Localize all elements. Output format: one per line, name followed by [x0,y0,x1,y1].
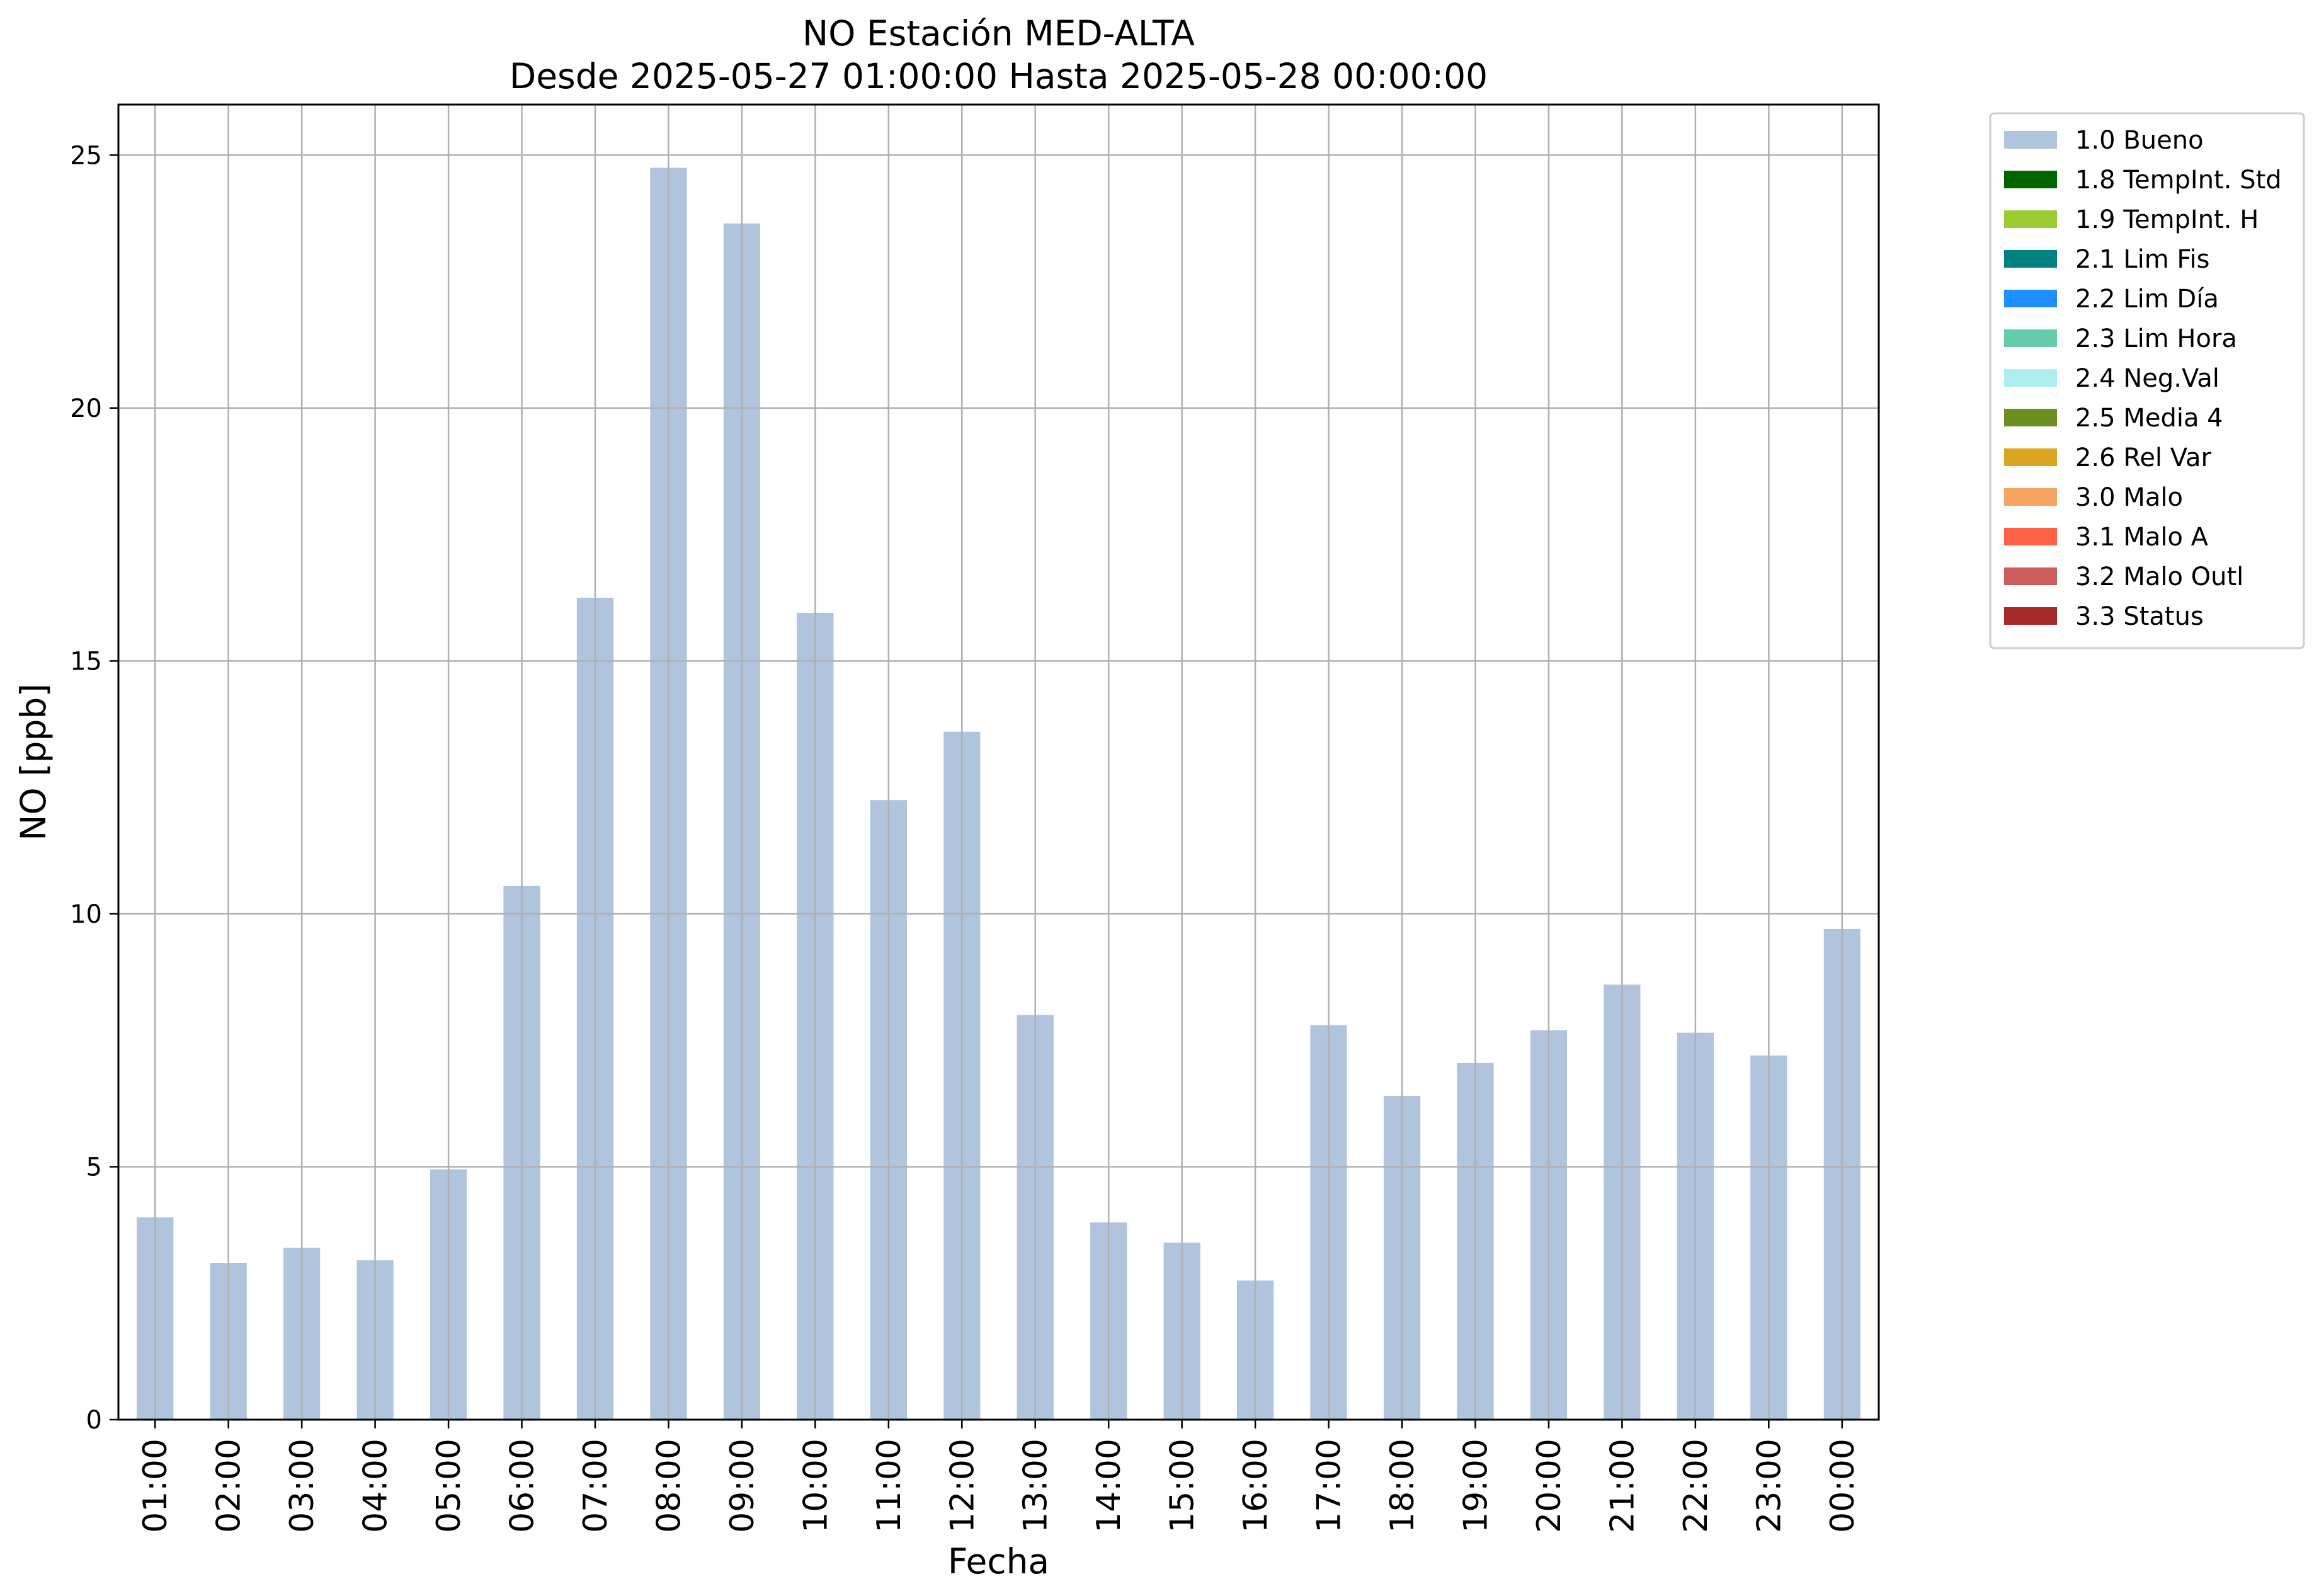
legend-swatch [2004,250,2057,268]
y-tick-label: 20 [70,394,102,423]
legend-swatch [2004,567,2057,585]
legend-label: 2.3 Lim Hora [2075,324,2237,353]
legend-label: 2.1 Lim Fis [2075,245,2209,274]
x-tick-label: 07:00 [577,1439,615,1533]
chart-subtitle: Desde 2025-05-27 01:00:00 Hasta 2025-05-… [510,56,1488,96]
x-tick-label: 05:00 [430,1439,468,1533]
bars [137,168,1860,1420]
legend-swatch [2004,409,2057,426]
y-tick-label: 5 [86,1153,102,1182]
x-tick-label: 10:00 [797,1439,835,1533]
legend-label: 2.5 Media 4 [2075,404,2223,433]
x-tick-label: 13:00 [1017,1439,1055,1533]
x-tick-label: 19:00 [1457,1439,1495,1533]
x-tick-label: 00:00 [1824,1439,1862,1533]
x-tick-label: 03:00 [283,1439,321,1533]
y-tick-label: 25 [70,141,102,170]
x-tick-label: 12:00 [943,1439,981,1533]
x-tick-label: 02:00 [210,1439,248,1533]
legend-swatch [2004,369,2057,387]
x-tick-label: 01:00 [137,1439,174,1533]
x-tick-label: 11:00 [870,1439,908,1533]
legend-label: 1.9 TempInt. H [2075,205,2259,234]
x-tick-label: 16:00 [1237,1439,1275,1533]
legend-label: 3.1 Malo A [2075,523,2209,552]
legend-swatch [2004,488,2057,506]
y-tick-label: 10 [70,900,102,929]
legend: 1.0 Bueno 1.8 TempInt. Std 1.9 TempInt. H 2… [1989,112,2305,649]
plot-frame [117,103,1880,1421]
axis-ticks: 0 5 10 15 20 25 01:00 02:00 03:00 04:00 05:00 06:00… [70,141,1862,1533]
legend-label: 3.2 Malo Outl [2075,562,2243,591]
legend-label: 1.0 Bueno [2075,126,2204,155]
legend-swatch [2004,448,2057,466]
x-tick-label: 20:00 [1530,1439,1568,1533]
x-tick-label: 04:00 [357,1439,395,1533]
x-tick-label: 17:00 [1311,1439,1348,1533]
x-tick-label: 08:00 [650,1439,688,1533]
chart-title: NO Estación MED-ALTA [802,13,1195,54]
x-tick-label: 09:00 [724,1439,761,1533]
legend-label: 2.4 Neg.Val [2075,364,2219,393]
x-tick-label: 22:00 [1677,1439,1715,1533]
legend-label: 1.8 TempInt. Std [2075,166,2282,195]
legend-swatch [2004,329,2057,347]
legend-swatch [2004,210,2057,228]
x-tick-label: 14:00 [1090,1439,1128,1533]
legend-swatch [2004,528,2057,545]
x-tick-label: 21:00 [1604,1439,1641,1533]
x-tick-label: 06:00 [504,1439,542,1533]
y-axis-label: NO [ppb] [13,683,54,841]
x-tick-label: 18:00 [1384,1439,1422,1533]
legend-box [1989,112,2305,649]
y-tick-label: 15 [70,647,102,676]
legend-swatch [2004,171,2057,188]
legend-swatch [2004,290,2057,307]
x-tick-label: 15:00 [1164,1439,1202,1533]
legend-label: 3.0 Malo [2075,483,2183,512]
y-tick-label: 0 [86,1406,102,1435]
legend-label: 2.6 Rel Var [2075,443,2212,472]
x-tick-label: 23:00 [1750,1439,1788,1533]
legend-swatch [2004,607,2057,625]
legend-label: 3.3 Status [2075,602,2204,631]
x-axis-label: Fecha [948,1541,1049,1582]
legend-label: 2.2 Lim Día [2075,285,2219,314]
legend-swatch [2004,131,2057,149]
